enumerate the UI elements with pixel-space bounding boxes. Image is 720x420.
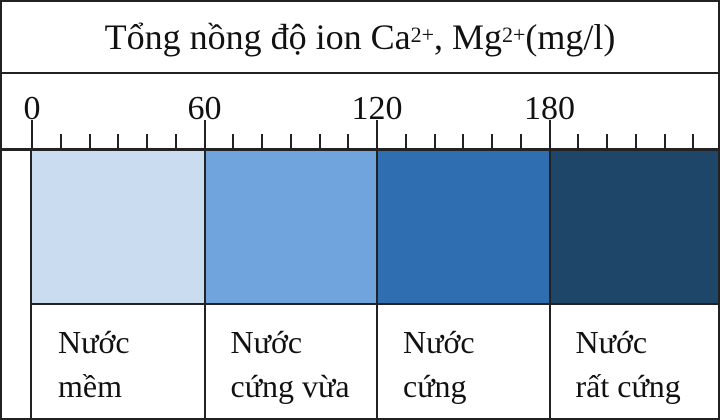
category-label-line1: Nước <box>230 324 303 360</box>
ca-charge: 2+ <box>410 22 434 47</box>
major-tick <box>31 120 33 148</box>
category-label-1: Nước cứng vừa <box>231 320 350 408</box>
minor-tick <box>606 134 608 148</box>
category-label-0: Nước mềm <box>58 320 130 408</box>
title-middle: , Mg <box>433 17 502 57</box>
tick-label: 120 <box>351 90 403 127</box>
minor-tick <box>404 134 407 148</box>
minor-tick <box>491 134 493 148</box>
minor-tick <box>289 134 292 148</box>
category-label-line1: Nước <box>58 324 130 360</box>
title-unit: (mg/l) <box>525 17 616 57</box>
segment-0 <box>32 151 205 303</box>
minor-tick <box>433 134 436 148</box>
minor-tick <box>347 134 350 148</box>
left-border <box>30 148 32 418</box>
minor-tick <box>634 134 637 148</box>
minor-tick <box>88 134 91 148</box>
minor-tick <box>59 134 62 148</box>
minor-tick <box>174 134 177 148</box>
category-label-line2: rất cứng <box>575 368 681 404</box>
minor-tick <box>117 134 120 148</box>
segment-divider <box>548 151 551 418</box>
mg-charge: 2+ <box>502 22 526 47</box>
minor-tick <box>663 134 666 148</box>
major-tick <box>376 120 378 148</box>
segment-2 <box>377 151 550 303</box>
minor-tick <box>692 134 695 148</box>
segment-3 <box>549 151 718 303</box>
tick-label: 180 <box>524 90 575 127</box>
category-label-3: Nước rất cứng <box>576 320 681 408</box>
minor-tick <box>146 134 148 148</box>
category-label-line2: cứng <box>403 368 467 404</box>
major-tick <box>203 120 206 148</box>
minor-tick <box>577 134 580 148</box>
diagram-title: Tổng nồng độ ion Ca 2+, Mg 2+ (mg/l) <box>2 2 718 74</box>
category-label-line2: cứng vừa <box>230 368 350 404</box>
scale-axis-line <box>2 148 718 151</box>
category-label-line2: mềm <box>58 368 122 404</box>
tick-label: 60 <box>187 90 222 127</box>
minor-tick <box>519 134 522 148</box>
concentration-scale: 0 60 120 180 <box>2 74 718 154</box>
category-label-line1: Nước <box>403 324 475 360</box>
title-prefix: Tổng nồng độ ion Ca <box>104 17 411 57</box>
segment-divider <box>376 151 378 418</box>
category-label-line1: Nước <box>575 324 648 360</box>
segment-1 <box>204 151 377 303</box>
minor-tick <box>261 134 263 148</box>
tick-label: 0 <box>23 90 41 127</box>
minor-tick <box>232 134 235 148</box>
minor-tick <box>318 134 321 148</box>
segment-bottom-rule <box>30 303 718 305</box>
minor-tick <box>462 134 465 148</box>
segment-divider <box>203 151 206 418</box>
major-tick <box>548 120 551 148</box>
category-label-2: Nước cứng <box>403 320 475 408</box>
